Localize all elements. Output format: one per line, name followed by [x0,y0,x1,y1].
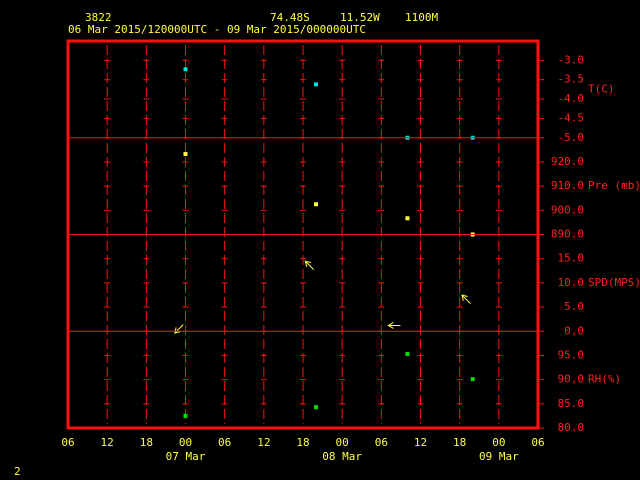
point [183,67,188,72]
y-tick-label: 900.0 [551,203,584,216]
wind-arrow [387,322,401,329]
point [405,351,410,356]
x-tick-label: 06 [531,436,544,449]
latitude: 74.48S [270,11,310,24]
longitude: 11.52W [340,11,380,24]
point [405,216,410,221]
x-tick-label: 06 [61,436,74,449]
date-label: 08 Mar [322,450,362,463]
page-number: 2 [14,465,21,478]
x-tick-label: 00 [336,436,349,449]
wind-arrow [304,260,315,271]
date-label: 07 Mar [166,450,206,463]
point [183,413,188,418]
y-tick-label: 890.0 [551,228,584,241]
y-tick-label: 10.0 [558,276,585,289]
y-tick-label: -3.5 [558,73,585,86]
y-tick-label: 95.0 [558,348,585,361]
y-tick-label: -4.5 [558,111,585,124]
x-tick-label: 06 [218,436,231,449]
y-tick-label: 85.0 [558,397,585,410]
y-axis-label: RH(%) [588,373,621,386]
station: 3822 [85,11,112,24]
point [314,82,319,87]
period: 06 Mar 2015/120000UTC - 09 Mar 2015/0000… [68,23,366,36]
y-tick-label: -4.0 [558,92,585,105]
x-tick-label: 18 [296,436,309,449]
x-tick-label: 12 [101,436,114,449]
x-tick-label: 18 [453,436,466,449]
x-tick-label: 12 [257,436,270,449]
x-tick-label: 06 [375,436,388,449]
y-tick-label: 5.0 [564,300,584,313]
y-tick-label: 910.0 [551,179,584,192]
y-tick-label: 90.0 [558,373,585,386]
y-tick-label: 80.0 [558,421,585,434]
x-tick-label: 00 [492,436,505,449]
point [314,202,319,207]
y-tick-label: 0.0 [564,324,584,337]
x-tick-label: 12 [414,436,427,449]
y-tick-label: 15.0 [558,252,585,265]
wind-arrow [461,294,471,304]
y-tick-label: -3.0 [558,53,585,66]
point [314,405,319,410]
point [183,151,188,156]
elevation: 1100M [405,11,438,24]
y-axis-label: SPD(MPS) [588,276,640,289]
y-tick-label: 920.0 [551,155,584,168]
x-tick-label: 00 [179,436,192,449]
x-tick-label: 18 [140,436,153,449]
y-axis-label: Pre (mb) [588,179,640,192]
y-axis-label: T(C) [588,82,615,95]
y-tick-label: -5.0 [558,131,585,144]
date-label: 09 Mar [479,450,519,463]
point [470,377,475,382]
